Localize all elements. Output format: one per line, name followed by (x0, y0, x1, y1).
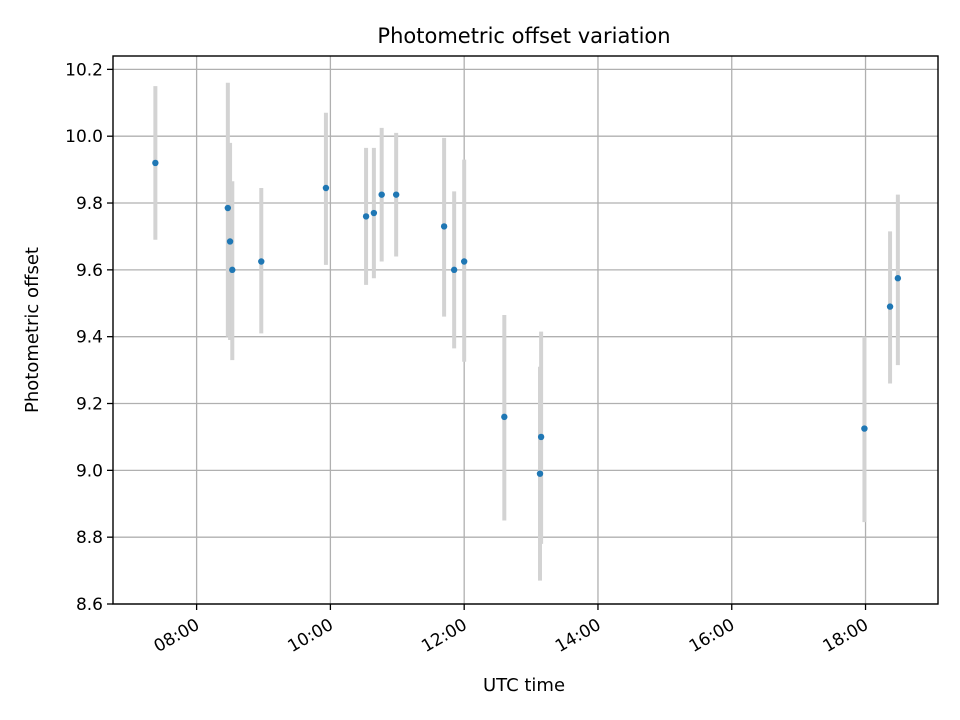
x-axis-label: UTC time (483, 675, 565, 696)
data-point (370, 209, 378, 217)
y-tick-label: 8.6 (76, 595, 103, 615)
data-point (258, 258, 265, 265)
y-tick-label: 9.8 (76, 194, 103, 214)
data-point (362, 213, 370, 220)
grid (113, 56, 938, 605)
data-point (440, 223, 448, 230)
data-point (229, 266, 236, 274)
y-tick-label: 8.8 (76, 528, 103, 548)
data-point (392, 191, 400, 198)
data-point (460, 258, 468, 265)
data-points (152, 159, 902, 477)
data-point (537, 433, 545, 441)
data-point (894, 275, 902, 282)
data-point (536, 470, 544, 477)
data-point (378, 191, 385, 198)
data-point (322, 184, 330, 192)
data-point (886, 303, 894, 310)
y-tick-label: 9.4 (76, 328, 103, 348)
y-tick-label: 10.0 (65, 127, 103, 147)
y-axis-ticks: 8.6 8.8 9.0 9.2 9.4 9.6 9.8 10.0 10.2 (65, 60, 113, 615)
y-tick-label: 10.2 (65, 60, 103, 80)
y-tick-label: 9.2 (76, 395, 103, 415)
y-tick-label: 9.6 (76, 261, 103, 281)
data-point (226, 238, 234, 245)
data-point (152, 159, 159, 167)
data-point (224, 204, 232, 212)
plot-frame (112, 55, 939, 605)
y-axis-label: Photometric offset (22, 247, 43, 413)
chart-title: Photometric offset variation (377, 24, 670, 48)
data-point (861, 425, 868, 432)
data-point (450, 266, 458, 274)
data-point (501, 413, 508, 421)
y-tick-label: 9.0 (76, 461, 103, 481)
